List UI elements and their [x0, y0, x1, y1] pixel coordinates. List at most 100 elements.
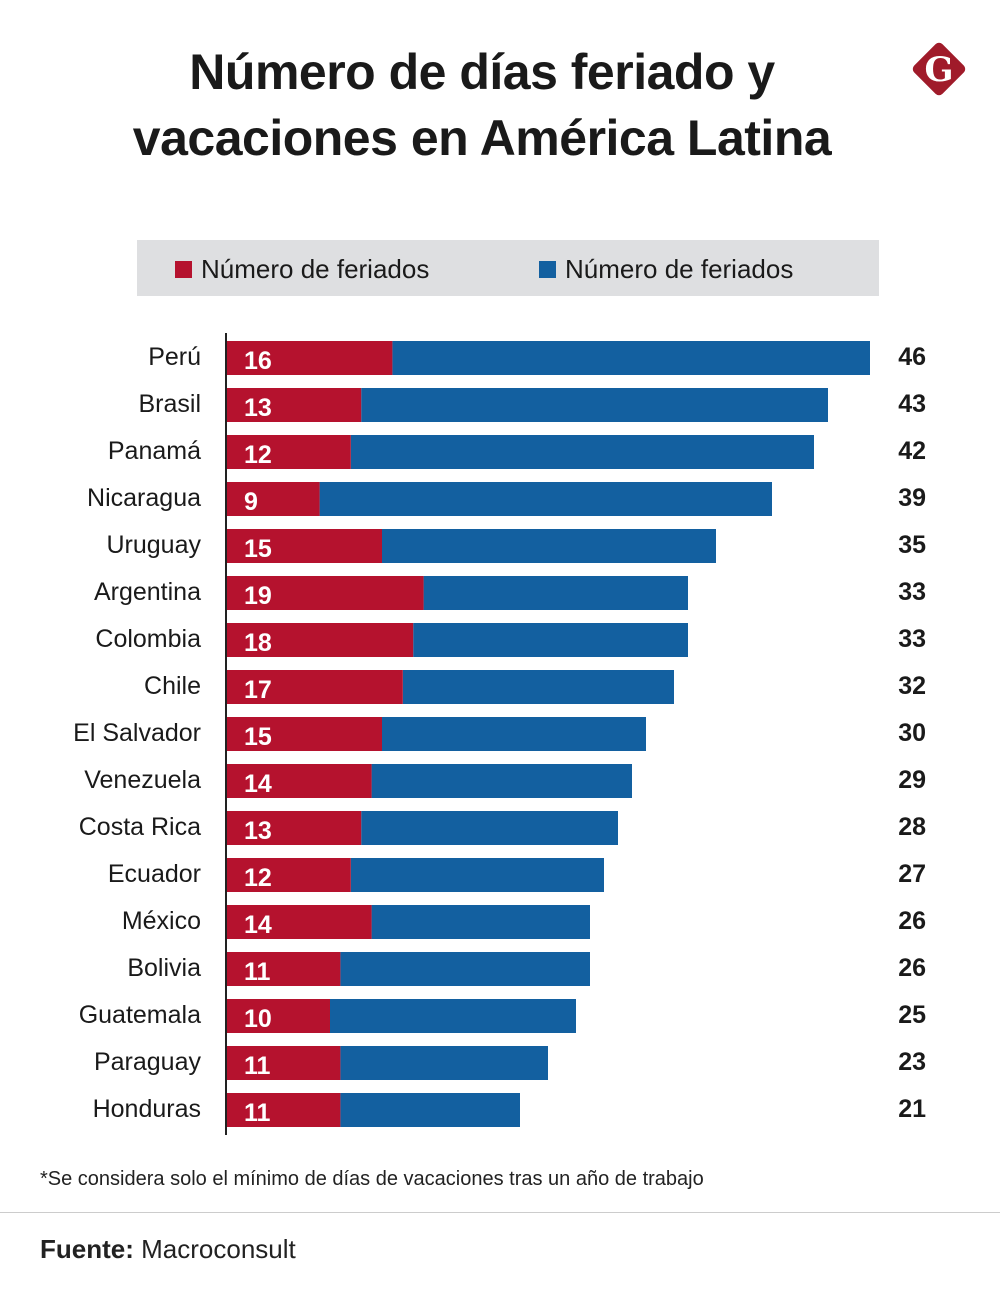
bar-holidays [226, 764, 372, 798]
bar-holidays [226, 435, 351, 469]
holidays-data-label: 10 [244, 1005, 272, 1033]
category-label: Ecuador [108, 860, 201, 888]
total-data-label: 42 [898, 437, 926, 465]
bar-holidays [226, 905, 372, 939]
category-label: Uruguay [107, 531, 202, 559]
holidays-data-label: 11 [244, 1052, 271, 1080]
total-data-label: 25 [898, 1001, 926, 1029]
bar-holidays [226, 482, 320, 516]
total-data-label: 29 [898, 766, 926, 794]
divider [0, 1212, 1000, 1213]
category-label: Paraguay [94, 1048, 202, 1076]
bar-holidays [226, 952, 341, 986]
source-value: Macroconsult [141, 1234, 296, 1264]
bar-vacation [330, 999, 576, 1033]
total-data-label: 30 [898, 719, 926, 747]
bar-vacation [340, 1046, 548, 1080]
holidays-data-label: 19 [244, 582, 272, 610]
total-data-label: 21 [898, 1095, 926, 1123]
category-label: Brasil [138, 390, 201, 418]
bar-vacation [392, 341, 870, 375]
category-label: Honduras [93, 1095, 201, 1123]
category-label: Costa Rica [79, 813, 201, 841]
bar-holidays [226, 811, 362, 845]
category-label: Colombia [95, 625, 201, 653]
total-data-label: 43 [898, 390, 926, 418]
category-label: Guatemala [79, 1001, 201, 1029]
holidays-data-label: 18 [244, 629, 272, 657]
total-data-label: 33 [898, 625, 926, 653]
bar-holidays [226, 858, 351, 892]
category-label: Chile [144, 672, 201, 700]
holidays-data-label: 11 [244, 1099, 271, 1127]
holidays-data-label: 17 [244, 676, 272, 704]
bar-vacation [361, 811, 618, 845]
total-data-label: 23 [898, 1048, 926, 1076]
total-data-label: 39 [898, 484, 926, 512]
total-data-label: 33 [898, 578, 926, 606]
bar-holidays [226, 388, 362, 422]
holidays-data-label: 13 [244, 394, 272, 422]
holidays-data-label: 12 [244, 441, 272, 469]
bar-vacation [382, 529, 716, 563]
category-label: Venezuela [84, 766, 201, 794]
holidays-data-label: 9 [244, 488, 258, 516]
category-label: El Salvador [73, 719, 201, 747]
bar-holidays [226, 576, 424, 610]
bar-holidays [226, 529, 382, 563]
bar-holidays [226, 1093, 341, 1127]
brand-logo-icon: G [912, 42, 966, 96]
bar-holidays [226, 999, 330, 1033]
bar-holidays [226, 670, 403, 704]
bar-vacation [371, 764, 632, 798]
category-label: Perú [148, 343, 201, 371]
legend-label: Número de feriados [565, 254, 794, 284]
total-data-label: 27 [898, 860, 926, 888]
title-line-2: vacaciones en América Latina [132, 110, 832, 166]
title-line-1: Número de días feriado y [189, 44, 775, 100]
legend-item-red: Número de feriados [175, 254, 429, 285]
bar-vacation [319, 482, 772, 516]
bar-vacation [340, 1093, 520, 1127]
holidays-data-label: 15 [244, 535, 272, 563]
bar-holidays [226, 341, 393, 375]
holidays-data-label: 14 [244, 770, 272, 798]
bar-vacation [423, 576, 688, 610]
source-label: Fuente: [40, 1234, 134, 1264]
bar-vacation [361, 388, 828, 422]
holidays-data-label: 12 [244, 864, 272, 892]
bar-vacation [413, 623, 688, 657]
total-data-label: 35 [898, 531, 926, 559]
category-label: Panamá [108, 437, 201, 465]
holidays-data-label: 11 [244, 958, 271, 986]
category-label: Bolivia [127, 954, 201, 982]
total-data-label: 26 [898, 907, 926, 935]
legend-label: Número de feriados [201, 254, 430, 284]
footnote: *Se considera solo el mínimo de días de … [40, 1168, 704, 1190]
bar-vacation [382, 717, 646, 751]
bar-vacation [350, 435, 814, 469]
total-data-label: 28 [898, 813, 926, 841]
legend: Número de feriados Número de feriados [137, 240, 879, 296]
total-data-label: 26 [898, 954, 926, 982]
category-label: Argentina [94, 578, 201, 606]
total-data-label: 32 [898, 672, 926, 700]
legend-item-blue: Número de feriados [539, 254, 793, 285]
legend-swatch-red [175, 261, 192, 278]
bar-vacation [340, 952, 590, 986]
svg-text:G: G [924, 50, 953, 90]
holidays-data-label: 16 [244, 347, 272, 375]
category-label: Nicaragua [87, 484, 201, 512]
category-label: México [122, 907, 201, 935]
bar-vacation [371, 905, 590, 939]
total-data-label: 46 [898, 343, 926, 371]
bar-vacation [402, 670, 674, 704]
bar-vacation [350, 858, 604, 892]
legend-swatch-blue [539, 261, 556, 278]
holidays-data-label: 15 [244, 723, 272, 751]
bar-holidays [226, 1046, 341, 1080]
bar-holidays [226, 623, 414, 657]
holidays-data-label: 13 [244, 817, 272, 845]
